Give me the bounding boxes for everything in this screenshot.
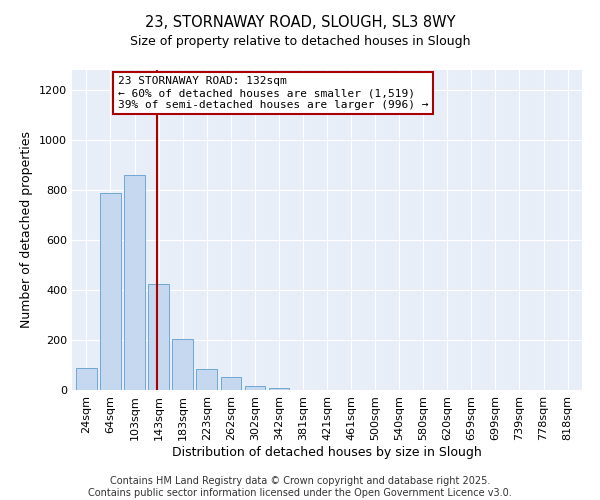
Bar xyxy=(76,368,97,390)
Bar xyxy=(124,175,145,390)
Bar xyxy=(269,388,289,390)
Text: Contains HM Land Registry data © Crown copyright and database right 2025.
Contai: Contains HM Land Registry data © Crown c… xyxy=(88,476,512,498)
Text: 23 STORNAWAY ROAD: 132sqm
← 60% of detached houses are smaller (1,519)
39% of se: 23 STORNAWAY ROAD: 132sqm ← 60% of detac… xyxy=(118,76,428,110)
Bar xyxy=(172,339,193,390)
X-axis label: Distribution of detached houses by size in Slough: Distribution of detached houses by size … xyxy=(172,446,482,458)
Text: Size of property relative to detached houses in Slough: Size of property relative to detached ho… xyxy=(130,35,470,48)
Bar xyxy=(221,377,241,390)
Bar xyxy=(148,284,169,390)
Bar xyxy=(100,192,121,390)
Bar xyxy=(245,386,265,390)
Text: 23, STORNAWAY ROAD, SLOUGH, SL3 8WY: 23, STORNAWAY ROAD, SLOUGH, SL3 8WY xyxy=(145,15,455,30)
Y-axis label: Number of detached properties: Number of detached properties xyxy=(20,132,34,328)
Bar xyxy=(196,369,217,390)
